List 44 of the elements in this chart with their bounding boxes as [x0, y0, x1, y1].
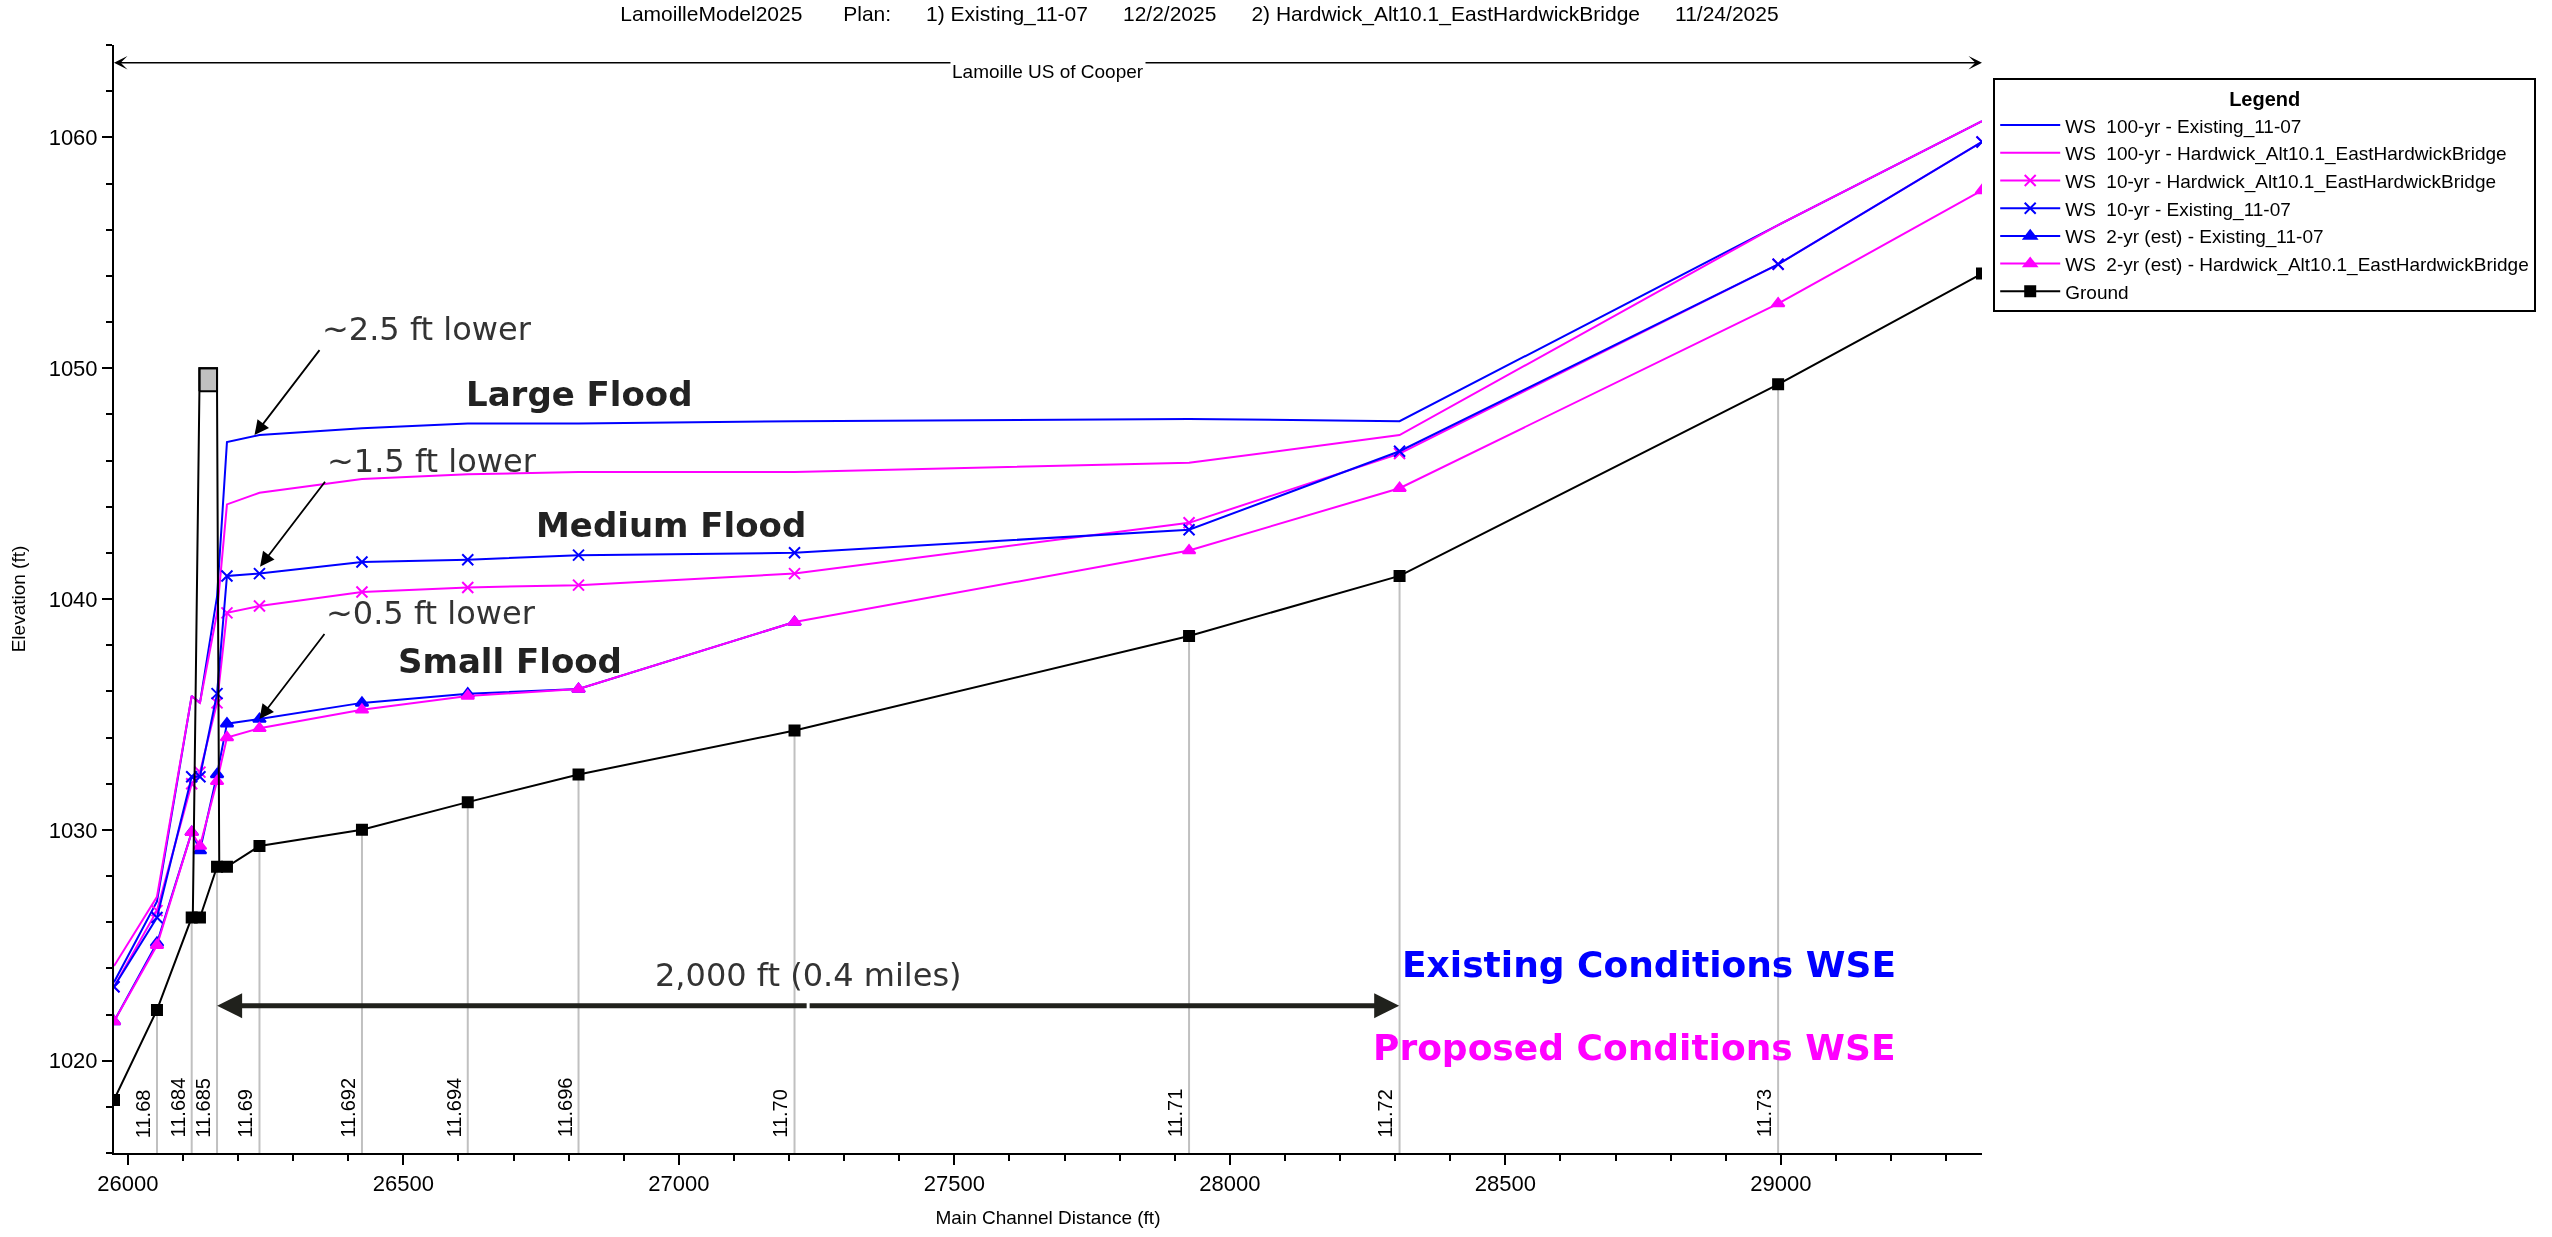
annotation: 11.69 — [234, 1089, 257, 1138]
y-tick-label: 1050 — [48, 355, 98, 381]
y-tick-label: 1020 — [48, 1048, 98, 1074]
legend-title: Legend — [2229, 88, 2301, 111]
x-tick-label: 27500 — [923, 1171, 985, 1197]
annotation: ~1.5 ft lower — [327, 442, 537, 480]
legend-label: WS 100-yr - Hardwick_Alt10.1_EastHardwickBridge — [2065, 143, 2507, 166]
annotation: Lamoille US of Cooper — [952, 61, 1144, 82]
annotation: 11.70 — [769, 1089, 792, 1138]
legend-label: Ground — [2065, 281, 2129, 303]
annotation: 11.71 — [1163, 1088, 1186, 1138]
annotation: 11.685 — [192, 1078, 215, 1138]
annotation: Proposed Conditions WSE — [1373, 1027, 1896, 1068]
legend-label: WS 100-yr - Existing_11-07 — [2065, 115, 2302, 138]
annotation: ~2.5 ft lower — [322, 310, 532, 348]
y-tick-label: 1040 — [48, 586, 98, 612]
x-tick-label: 28500 — [1474, 1171, 1536, 1197]
annotation: Small Flood — [398, 641, 622, 681]
annotation: 11.684 — [167, 1077, 189, 1138]
x-tick-label: 27000 — [648, 1171, 710, 1197]
y-tick-label: 1060 — [48, 125, 98, 151]
annotation: 11.692 — [337, 1077, 360, 1138]
x-tick-label: 28000 — [1199, 1171, 1261, 1197]
legend-label: WS 10-yr - Existing_11-07 — [2065, 198, 2291, 221]
x-tick-label: 26500 — [372, 1171, 434, 1197]
legend-label: WS 2-yr (est) - Hardwick_Alt10.1_EastHardwickBridge — [2065, 254, 2529, 276]
annotation: 2,000 ft (0.4 miles) — [655, 956, 962, 994]
annotation: Medium Flood — [536, 505, 807, 545]
x-tick-label: 26000 — [97, 1171, 159, 1197]
annotation: 11.72 — [1374, 1089, 1397, 1138]
y-tick-label: 1030 — [48, 817, 98, 843]
legend-label: WS 2-yr (est) - Existing_11-07 — [2065, 226, 2324, 249]
annotation: Large Flood — [466, 374, 693, 414]
annotation: 11.696 — [553, 1077, 576, 1138]
chart-title: LamoilleModel2025 Plan: 1) Existing_11-07 12/2/2025 2) Hardwick_Alt10.1_EastHardwickBridge 11/24/2025 — [620, 1, 1779, 26]
x-tick-label: 29000 — [1750, 1171, 1812, 1197]
y-axis-title: Elevation (ft) — [8, 545, 29, 653]
annotation: 11.73 — [1752, 1088, 1775, 1138]
annotation: ~0.5 ft lower — [326, 594, 536, 632]
legend-label: WS 10-yr - Hardwick_Alt10.1_EastHardwickBridge — [2065, 170, 2497, 193]
annotation: 11.68 — [131, 1089, 154, 1139]
annotation: Existing Conditions WSE — [1402, 944, 1897, 985]
annotation: 11.694 — [443, 1077, 466, 1138]
x-axis-title: Main Channel Distance (ft) — [935, 1206, 1161, 1228]
